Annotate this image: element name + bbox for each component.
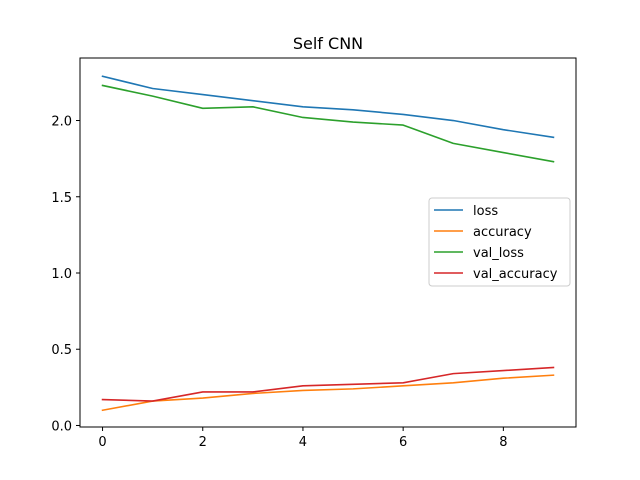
x-tick-label: 8	[499, 435, 507, 450]
x-tick-label: 0	[98, 435, 106, 450]
axes-frame	[79, 57, 577, 428]
legend-label: val_accuracy	[473, 267, 558, 282]
y-tick-label: 1.5	[51, 191, 72, 206]
y-tick-label: 0.5	[51, 343, 72, 358]
y-tick-label: 1.0	[51, 267, 72, 282]
x-axis-ticks: 0 2 4 6 8	[98, 427, 507, 450]
legend: loss accuracy val_loss val_accuracy	[428, 197, 571, 287]
plot-lines	[101, 75, 555, 412]
y-axis-ticks: 0.0 0.5 1.0 1.5 2.0	[51, 115, 80, 434]
legend-box	[428, 197, 571, 287]
series-line-val-loss	[101, 84, 555, 163]
chart-title: Self CNN	[293, 34, 363, 53]
y-tick-label: 0.0	[51, 419, 72, 434]
series-line-val-accuracy	[101, 366, 555, 402]
legend-label: val_loss	[473, 246, 524, 261]
y-tick-label: 2.0	[51, 115, 72, 130]
x-tick-label: 2	[199, 435, 207, 450]
series-line-accuracy	[101, 374, 555, 412]
legend-label: accuracy	[473, 225, 532, 240]
x-tick-label: 4	[299, 435, 307, 450]
legend-label: loss	[473, 204, 498, 219]
series-line-loss	[101, 75, 555, 139]
x-tick-label: 6	[399, 435, 407, 450]
